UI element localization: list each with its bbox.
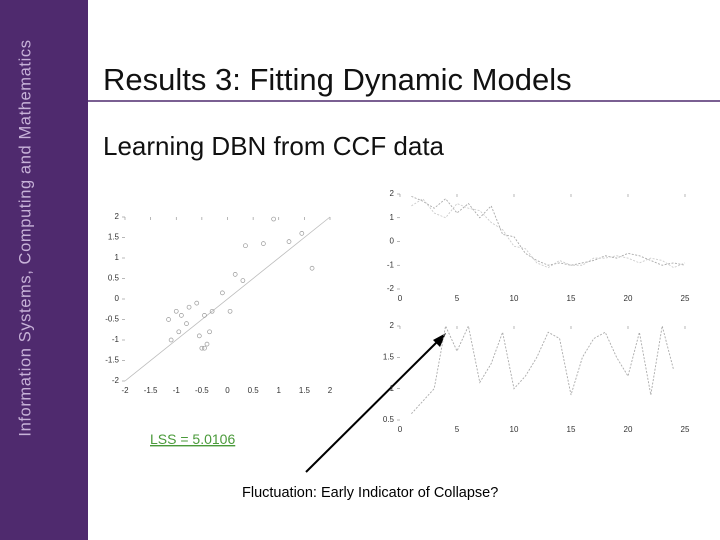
scatter-point	[202, 313, 207, 318]
arrow-head	[433, 333, 446, 347]
y-tick-label: -1.5	[105, 356, 119, 365]
scatter-point	[204, 341, 210, 347]
scatter-point	[196, 333, 202, 339]
scatter-point	[240, 278, 246, 283]
scatter-point	[194, 300, 200, 306]
x-tick-label: 20	[624, 425, 633, 434]
lss-label[interactable]: LSS = 5.0106	[150, 431, 235, 447]
slide-title: Results 3: Fitting Dynamic Models	[103, 62, 572, 97]
x-tick-label: 2	[328, 386, 333, 395]
y-tick-label: -1	[387, 260, 395, 269]
x-tick-label: 1.5	[299, 386, 311, 395]
x-tick-label: -1.5	[144, 386, 158, 395]
x-tick-label: 25	[681, 294, 690, 303]
scatter-point	[261, 241, 266, 246]
scatter-point	[207, 329, 212, 335]
scatter-point	[176, 329, 182, 335]
scatter-point	[186, 304, 192, 310]
y-tick-label: -2	[112, 376, 120, 385]
scatter-point	[220, 290, 225, 296]
x-tick-label: -1	[173, 386, 181, 395]
scatter-point	[202, 345, 207, 351]
scatter-point	[173, 308, 179, 314]
y-tick-label: 1	[390, 384, 395, 393]
y-tick-label: -0.5	[105, 315, 119, 324]
x-tick-label: 0.5	[248, 386, 260, 395]
x-tick-label: 5	[455, 425, 460, 434]
series-line	[411, 195, 686, 266]
y-tick-label: -1	[112, 335, 120, 344]
x-tick-label: 10	[510, 425, 519, 434]
caption: Fluctuation: Early Indicator of Collapse…	[242, 485, 498, 501]
y-tick-label: 1.5	[108, 233, 120, 242]
y-tick-label: 0	[115, 294, 120, 303]
x-tick-label: 25	[681, 425, 690, 434]
series-line	[411, 324, 675, 415]
scatter-point	[309, 265, 315, 271]
x-tick-label: 0	[398, 425, 403, 434]
scatter-point	[166, 317, 171, 322]
fit-line	[124, 216, 331, 382]
scatter-point	[299, 231, 305, 236]
scatter-point	[286, 239, 292, 244]
x-tick-label: 0	[225, 386, 230, 395]
y-tick-label: 1.5	[383, 352, 395, 361]
y-tick-label: 2	[115, 212, 120, 221]
scatter-point	[271, 216, 276, 222]
x-tick-label: 1	[277, 386, 282, 395]
y-tick-label: 1	[390, 213, 395, 222]
scatter-point	[209, 308, 215, 314]
sidebar	[0, 0, 88, 540]
scatter-point	[168, 337, 174, 343]
scatter-point	[184, 321, 189, 326]
x-tick-label: -0.5	[195, 386, 209, 395]
x-tick-label: 10	[510, 294, 519, 303]
y-tick-label: -2	[387, 284, 395, 293]
scatter-point	[243, 243, 248, 249]
scatter-point	[227, 308, 233, 314]
arrow	[305, 337, 442, 473]
series-line	[411, 198, 686, 269]
y-tick-label: 2	[390, 321, 395, 330]
sidebar-text: Information Systems, Computing and Mathe…	[16, 39, 34, 436]
y-tick-label: 1	[115, 253, 120, 262]
y-tick-label: 0	[390, 237, 395, 246]
subtitle: Learning DBN from CCF data	[103, 131, 445, 161]
scatter-point	[179, 313, 184, 318]
y-tick-label: 0.5	[108, 274, 120, 283]
y-tick-label: 0.5	[383, 415, 395, 424]
x-tick-label: 15	[567, 294, 576, 303]
x-tick-label: 0	[398, 294, 403, 303]
x-tick-label: -2	[121, 386, 129, 395]
scatter-point	[232, 272, 238, 277]
x-tick-label: 5	[455, 294, 460, 303]
scatter-point	[199, 345, 205, 351]
x-tick-label: 15	[567, 425, 576, 434]
y-tick-label: 2	[390, 189, 395, 198]
x-tick-label: 20	[624, 294, 633, 303]
